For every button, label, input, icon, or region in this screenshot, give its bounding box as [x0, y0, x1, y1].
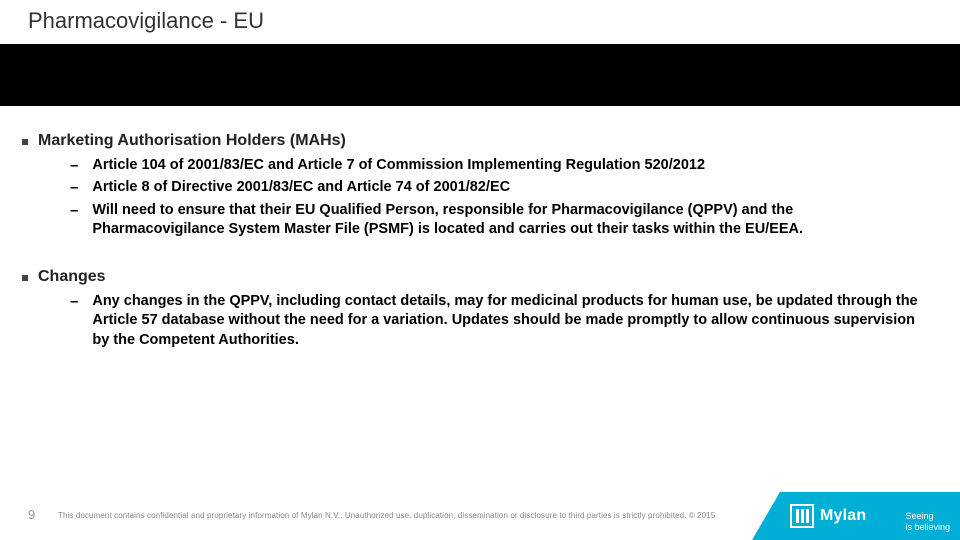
dash-bullet-icon: – [70, 156, 78, 176]
list-item-text: Any changes in the QPPV, including conta… [92, 292, 926, 351]
dash-bullet-icon: – [70, 201, 78, 221]
square-bullet-icon [22, 139, 28, 145]
brand-tagline-line1: Seeing [905, 511, 950, 521]
header-band [0, 44, 960, 106]
sub-list: – Any changes in the QPPV, including con… [70, 292, 926, 351]
list-item: – Article 104 of 2001/83/EC and Article … [70, 156, 926, 176]
brand-tagline-line2: is believing [905, 522, 950, 532]
brand-tagline: Seeing is believing [905, 511, 950, 532]
square-bullet-icon [22, 275, 28, 281]
header: Pharmacovigilance - EU [0, 0, 960, 110]
section-heading: Changes [38, 268, 106, 286]
brand-name: Mylan [820, 507, 866, 525]
disclaimer-text: This document contains confidential and … [58, 511, 715, 520]
brand-block: Mylan Seeing is believing [780, 492, 960, 540]
list-item-text: Article 104 of 2001/83/EC and Article 7 … [92, 156, 705, 176]
list-item-text: Will need to ensure that their EU Qualif… [92, 201, 926, 240]
brand-slope [752, 492, 780, 540]
list-item: – Article 8 of Directive 2001/83/EC and … [70, 178, 926, 198]
brand-logo-icon [790, 504, 814, 528]
section-heading: Marketing Authorisation Holders (MAHs) [38, 132, 346, 150]
section-changes: Changes – Any changes in the QPPV, inclu… [22, 268, 926, 351]
list-item-text: Article 8 of Directive 2001/83/EC and Ar… [92, 178, 510, 198]
slide-title: Pharmacovigilance - EU [28, 8, 960, 34]
dash-bullet-icon: – [70, 178, 78, 198]
sub-list: – Article 104 of 2001/83/EC and Article … [70, 156, 926, 240]
list-item: – Will need to ensure that their EU Qual… [70, 201, 926, 240]
page-number: 9 [28, 507, 35, 522]
dash-bullet-icon: – [70, 292, 78, 312]
slide: Pharmacovigilance - EU Marketing Authori… [0, 0, 960, 540]
content: Marketing Authorisation Holders (MAHs) –… [0, 110, 960, 350]
title-bar: Pharmacovigilance - EU [0, 0, 960, 44]
footer: 9 This document contains confidential an… [0, 492, 960, 540]
list-item: – Any changes in the QPPV, including con… [70, 292, 926, 351]
section-mahs: Marketing Authorisation Holders (MAHs) –… [22, 132, 926, 240]
